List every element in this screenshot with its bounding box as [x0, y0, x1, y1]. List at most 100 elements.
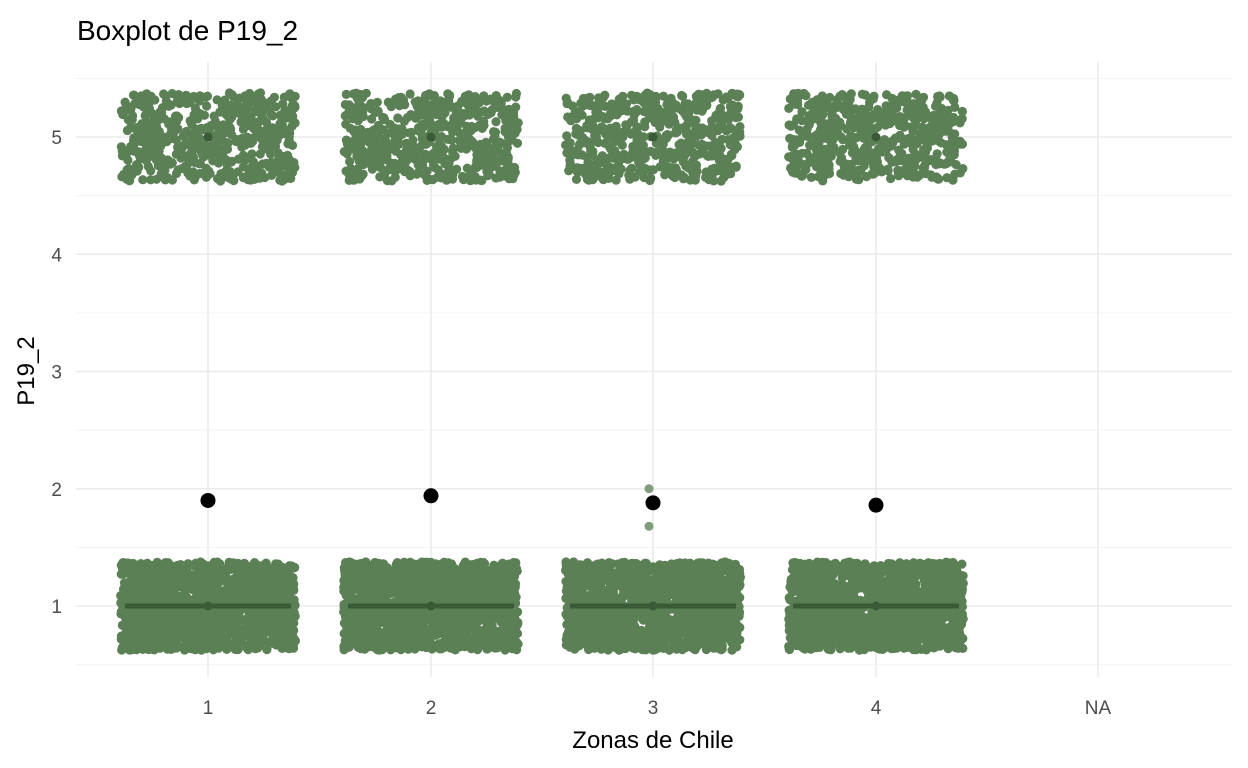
jitter-point — [381, 147, 390, 156]
jitter-point — [182, 138, 191, 147]
jitter-point — [233, 106, 242, 115]
jitter-point — [490, 643, 499, 652]
jitter-point — [455, 640, 464, 649]
jitter-point — [342, 572, 351, 581]
jitter-point — [213, 95, 222, 104]
jitter-point — [179, 593, 188, 602]
jitter-point — [413, 109, 422, 118]
jitter-point — [241, 91, 250, 100]
jitter-point — [129, 91, 138, 100]
jitter-point — [184, 561, 193, 570]
jitter-point — [219, 622, 228, 631]
jitter-point — [367, 114, 376, 123]
jitter-point — [341, 120, 350, 129]
jitter-point — [415, 564, 424, 573]
jitter-point — [455, 128, 464, 137]
jitter-point — [230, 562, 239, 571]
jitter-point — [248, 137, 257, 146]
jitter-point — [228, 623, 237, 632]
jitter-point — [243, 577, 252, 586]
jitter-point — [135, 100, 144, 109]
jitter-point — [435, 122, 444, 131]
jitter-point — [385, 158, 394, 167]
jitter-point — [655, 560, 664, 569]
jitter-point — [405, 622, 414, 631]
jitter-point — [343, 585, 352, 594]
jitter-point — [232, 137, 241, 146]
jitter-point — [291, 118, 300, 127]
jitter-point — [484, 570, 493, 579]
jitter-point — [477, 615, 486, 624]
jitter-point — [512, 89, 521, 98]
jitter-point — [155, 134, 164, 143]
jitter-point — [378, 113, 387, 122]
jitter-point — [265, 593, 274, 602]
jitter-point — [342, 167, 351, 176]
jitter-point — [161, 558, 170, 567]
jitter-point — [202, 624, 211, 633]
jitter-point — [252, 631, 261, 640]
jitter-point — [453, 106, 462, 115]
jitter-point — [173, 143, 182, 152]
jitter-point — [253, 167, 262, 176]
jitter-point — [290, 101, 299, 110]
jitter-point — [452, 165, 461, 174]
jitter-point — [448, 175, 457, 184]
jitter-point — [266, 124, 275, 133]
jitter-point — [161, 588, 170, 597]
jitter-point — [123, 630, 132, 639]
jitter-point — [473, 645, 482, 654]
jitter-point — [440, 639, 449, 648]
jitter-point — [339, 642, 348, 651]
jitter-point — [271, 102, 280, 111]
jitter-point — [286, 174, 295, 183]
jitter-point — [395, 124, 404, 133]
jitter-point — [168, 134, 177, 143]
jitter-point — [384, 129, 393, 138]
jitter-point — [262, 559, 271, 568]
jitter-point — [489, 134, 498, 143]
jitter-point — [187, 644, 196, 653]
jitter-point — [181, 612, 190, 621]
jitter-point — [404, 154, 413, 163]
jitter-point — [171, 116, 180, 125]
jitter-point — [278, 644, 287, 653]
jitter-point — [476, 558, 485, 567]
jitter-point — [371, 617, 380, 626]
jitter-point — [175, 622, 184, 631]
jitter-point — [422, 558, 431, 567]
jitter-point — [134, 131, 143, 140]
jitter-point — [367, 637, 376, 646]
jitter-point — [394, 165, 403, 174]
jitter-point — [430, 569, 439, 578]
jitter-point — [228, 90, 237, 99]
jitter-point — [356, 125, 365, 134]
jitter-point — [188, 168, 197, 177]
jitter-point — [349, 176, 358, 185]
jitter-point — [466, 136, 475, 145]
jitter-point — [420, 119, 429, 128]
jitter-point — [139, 577, 148, 586]
jitter-point — [472, 161, 481, 170]
jitter-point — [127, 559, 136, 568]
jitter-point — [500, 630, 509, 639]
jitter-point — [152, 616, 161, 625]
jitter-point — [276, 156, 285, 165]
jitter-point — [211, 121, 220, 130]
jitter-point — [349, 89, 358, 98]
jitter-point — [363, 626, 372, 635]
jitter-point — [223, 630, 232, 639]
jitter-point — [502, 148, 511, 157]
jitter-point — [371, 573, 380, 582]
jitter-point — [428, 644, 437, 653]
jitter-point — [117, 106, 126, 115]
jitter-point — [355, 113, 364, 122]
jitter-point — [457, 97, 466, 106]
jitter-point — [278, 563, 287, 572]
jitter-point — [374, 627, 383, 636]
jitter-point — [143, 91, 152, 100]
jitter-point — [412, 582, 421, 591]
jitter-point — [430, 91, 439, 100]
jitter-point — [146, 175, 155, 184]
jitter-point — [510, 572, 519, 581]
